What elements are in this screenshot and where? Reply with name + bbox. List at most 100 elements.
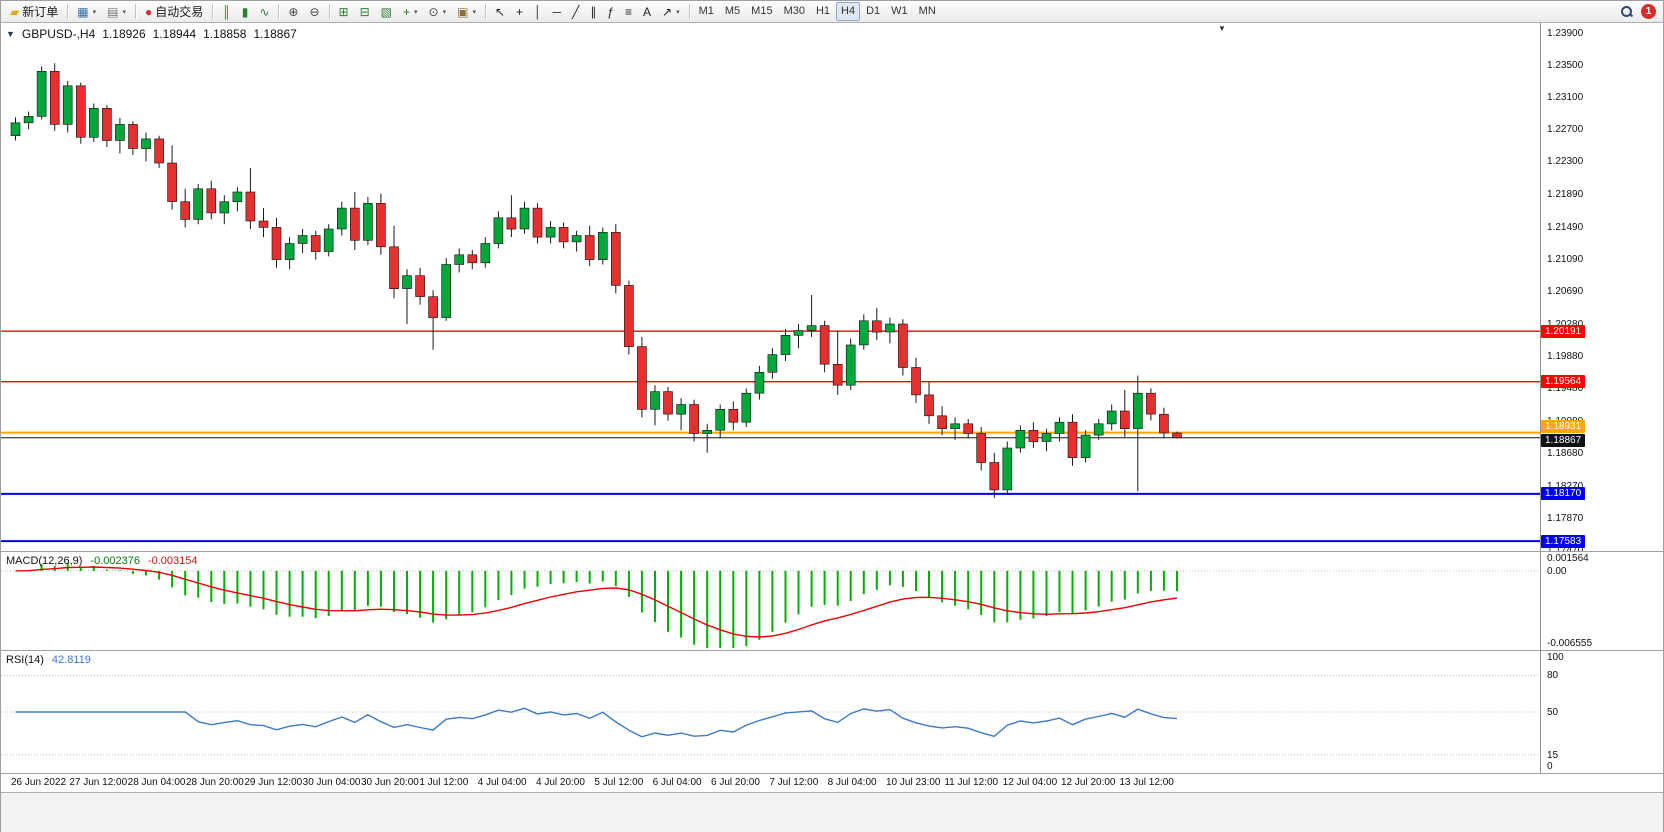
dropdown-caret-icon: ▾ <box>472 8 476 16</box>
autotrading-button[interactable]: ● 自动交易 <box>140 2 208 21</box>
indicators-plus-icon: + <box>403 4 411 19</box>
zoom-out-button[interactable]: ⊖ <box>304 2 324 21</box>
price-marker: 1.18867 <box>1541 434 1586 448</box>
ohlc-low: 1.18858 <box>203 27 247 41</box>
price-axis-label: 1.20280 <box>1547 319 1583 330</box>
trendline-button[interactable]: ╱ <box>567 2 584 21</box>
timeframe-m30[interactable]: M30 <box>779 2 810 21</box>
toolbar-separator <box>278 4 280 19</box>
clock-icon: ⊙ <box>428 4 439 19</box>
toolbar-separator <box>134 4 136 19</box>
price-axis[interactable]: 1.23900 1.23500 1.23100 1.22700 1.22300 1.218… <box>1540 23 1663 551</box>
macd-signal-value: -0.003154 <box>147 555 198 567</box>
candlestick-chart-button[interactable]: ▮ <box>237 2 254 21</box>
crosshair-button[interactable]: + <box>511 2 528 21</box>
cascade-windows-icon: ⊟ <box>359 4 370 19</box>
toolbar-separator <box>328 4 330 19</box>
macd-axis[interactable]: 0.001564 0.00 -0.006555 <box>1540 552 1663 650</box>
rsi-value: 42.8119 <box>51 654 91 666</box>
fibonacci-button[interactable]: ƒ <box>602 2 619 21</box>
price-marker: 1.20191 <box>1541 324 1586 338</box>
vertical-line-button[interactable]: │ <box>529 2 547 21</box>
macd-axis-label: -0.006555 <box>1547 638 1593 649</box>
channel-button[interactable]: ∥ <box>585 2 601 21</box>
timeframe-mn-label: MN <box>918 5 936 17</box>
arrows-button[interactable]: ↗ ▾ <box>657 2 685 21</box>
timeframe-mn[interactable]: MN <box>914 2 941 21</box>
timeframe-h4[interactable]: H4 <box>836 2 861 21</box>
time-axis-label: 30 Jun 04:00 <box>302 777 361 788</box>
line-chart-icon: ∿ <box>259 4 270 19</box>
rsi-chart[interactable] <box>1 651 1542 773</box>
time-axis-label: 5 Jul 12:00 <box>594 777 644 788</box>
time-axis[interactable]: 26 Jun 2022 27 Jun 12:00 28 Jun 04:00 28 Ju… <box>1 774 1663 793</box>
price-marker: 1.18931 <box>1541 420 1586 434</box>
time-axis-label: 27 Jun 12:00 <box>69 777 128 788</box>
autotrading-button-label: 自动交易 <box>155 4 204 19</box>
price-marker: 1.19564 <box>1541 375 1586 389</box>
candlestick-chart[interactable] <box>1 23 1542 551</box>
toolbar-right: 1 <box>1620 4 1659 19</box>
text-button[interactable]: ≡ <box>620 2 637 21</box>
price-axis-label: 1.22300 <box>1547 156 1584 168</box>
text-label-icon: A <box>643 4 652 19</box>
time-axis-label: 26 Jun 2022 <box>11 777 67 788</box>
new-order-button[interactable]: ▰ 新订单 <box>5 2 63 21</box>
zoom-in-icon: ⊕ <box>288 4 299 19</box>
tile-windows-button[interactable]: ⊞ <box>334 2 354 21</box>
arrange-windows-icon: ▧ <box>380 4 393 19</box>
vertical-line-icon: │ <box>534 4 542 19</box>
ohlc-close: 1.18867 <box>253 27 297 41</box>
chart-shift-icon[interactable]: ▼ <box>1218 24 1226 33</box>
price-chart-panel: ▼ GBPUSD-,H4 1.18926 1.18944 1.18858 1.1… <box>1 23 1663 552</box>
time-axis-label: 13 Jul 12:00 <box>1119 777 1174 788</box>
cascade-windows-button[interactable]: ⊟ <box>355 2 375 21</box>
macd-name: MACD(12,26,9) <box>6 555 83 567</box>
order-tag-icon: ▰ <box>10 4 20 19</box>
time-axis-label: 11 Jul 12:00 <box>944 777 999 788</box>
zoom-in-button[interactable]: ⊕ <box>283 2 303 21</box>
horizontal-line-button[interactable]: ─ <box>548 2 567 21</box>
price-axis-label: 1.18680 <box>1547 447 1584 459</box>
timeframe-m1-label: M1 <box>698 5 714 17</box>
macd-panel: MACD(12,26,9) -0.002376 -0.003154 0.0015… <box>1 552 1663 651</box>
macd-chart[interactable] <box>1 552 1542 650</box>
time-axis-label: 28 Jun 20:00 <box>186 777 244 788</box>
rsi-name: RSI(14) <box>6 654 44 666</box>
indicators-button[interactable]: + ▾ <box>398 2 423 21</box>
price-marker: 1.17583 <box>1541 534 1586 548</box>
price-axis-label: 1.23500 <box>1547 59 1584 71</box>
equidistant-channel-icon: ∥ <box>590 4 597 19</box>
time-axis-label: 8 Jul 04:00 <box>827 777 877 788</box>
templates-button[interactable]: ▣ ▾ <box>452 2 481 21</box>
macd-label: MACD(12,26,9) -0.002376 -0.003154 <box>6 555 198 567</box>
price-marker: 1.18170 <box>1541 487 1586 501</box>
timeframe-w1[interactable]: W1 <box>886 2 913 21</box>
time-axis-label: 29 Jun 12:00 <box>244 777 303 788</box>
timeframe-m5[interactable]: M5 <box>720 2 745 21</box>
timeframe-m1[interactable]: M1 <box>694 2 719 21</box>
label-button[interactable]: A <box>638 2 656 21</box>
timeframe-m30-label: M30 <box>783 5 805 17</box>
timeframe-d1[interactable]: D1 <box>861 2 885 21</box>
bar-chart-button[interactable]: ║ <box>217 2 236 21</box>
periods-button[interactable]: ⊙ ▾ <box>424 2 452 21</box>
new-chart-button[interactable]: ▦ ▾ <box>72 2 101 21</box>
cursor-button[interactable]: ↖ <box>490 2 510 21</box>
timeframe-w1-label: W1 <box>891 5 908 17</box>
notification-badge[interactable]: 1 <box>1641 4 1656 19</box>
profiles-button[interactable]: ▤ ▾ <box>102 2 131 21</box>
price-axis-label: 1.18270 <box>1547 480 1584 492</box>
ohlc-open: 1.18926 <box>102 27 146 41</box>
one-click-trading-icon[interactable]: ▼ <box>6 29 15 39</box>
rsi-axis-label: 0 <box>1547 761 1553 772</box>
arrange-icons-button[interactable]: ▧ <box>376 2 397 21</box>
timeframe-m15[interactable]: M15 <box>746 2 777 21</box>
search-icon[interactable] <box>1620 5 1633 18</box>
line-chart-button[interactable]: ∿ <box>254 2 274 21</box>
main-toolbar: ▰ 新订单 ▦ ▾ ▤ ▾ ● 自动交易 ║ ▮ ∿ ⊕ ⊖ ⊞ ⊟ ▧ + ▾ ⊙ ▾ ▣ ▾ ↖ + │ ─ ╱ ∥ ƒ ≡ A ↗ ▾ M1… <box>1 1 1663 23</box>
rsi-axis[interactable]: 100 80 50 15 0 <box>1540 651 1663 773</box>
timeframe-h4-label: H4 <box>841 5 856 17</box>
rsi-label: RSI(14) 42.8119 <box>6 654 91 666</box>
timeframe-h1[interactable]: H1 <box>811 2 835 21</box>
